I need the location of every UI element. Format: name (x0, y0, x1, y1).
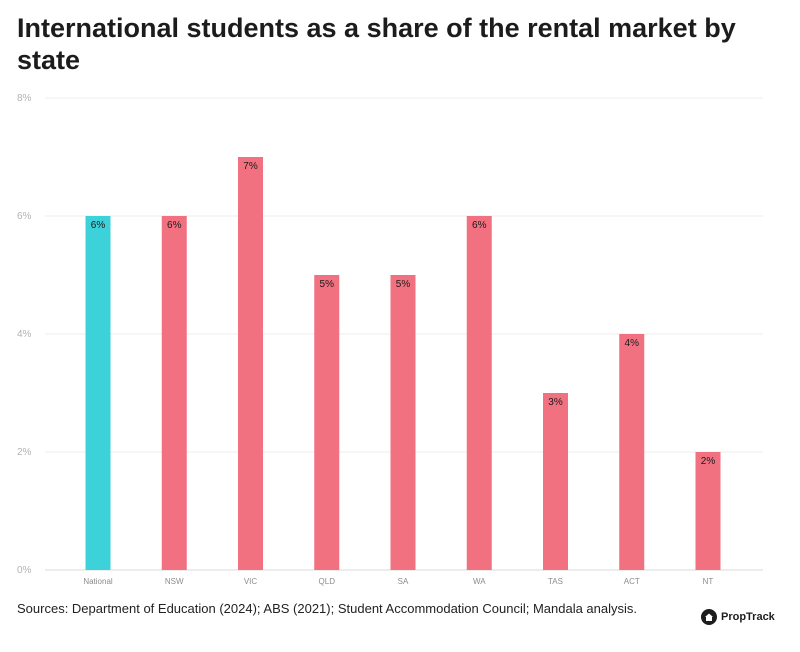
x-tick-label: TAS (548, 577, 563, 586)
bar-nt (695, 452, 721, 570)
x-tick-label: SA (398, 577, 409, 586)
x-tick-label: NSW (165, 577, 184, 586)
data-label: 5% (320, 279, 335, 290)
data-label: 4% (625, 338, 640, 349)
x-tick-label: ACT (624, 577, 640, 586)
x-tick-label: National (83, 577, 113, 586)
bar-wa (466, 216, 492, 570)
y-tick-label: 8% (17, 93, 32, 104)
data-label: 5% (396, 279, 411, 290)
data-label: 6% (167, 220, 182, 231)
data-label: 2% (701, 456, 716, 467)
y-tick-label: 0% (17, 565, 32, 576)
house-icon (701, 609, 717, 625)
source-note: Sources: Department of Education (2024);… (17, 601, 638, 616)
y-tick-label: 4% (17, 329, 32, 340)
bar-sa (390, 275, 416, 570)
chart-title: International students as a share of the… (17, 13, 736, 75)
bar-national (85, 216, 111, 570)
y-axis-ticks: 0% 2% 4% 6% 8% (17, 93, 32, 576)
y-tick-label: 2% (17, 447, 32, 458)
data-label: 6% (472, 220, 487, 231)
data-label: 6% (91, 220, 106, 231)
y-tick-label: 6% (17, 211, 32, 222)
bar-tas (543, 393, 568, 570)
bar-chart: 0% 2% 4% 6% 8% 6% 6% 7% 5% 5% 6% 3% 4% 2% National NS… (17, 93, 763, 586)
data-labels: 6% 6% 7% 5% 5% 6% 3% 4% 2% (91, 161, 716, 467)
data-label: 3% (548, 397, 563, 408)
x-tick-label: QLD (319, 577, 336, 586)
bar-vic (238, 157, 263, 570)
bar-qld (314, 275, 340, 570)
brand-logo: PropTrack (701, 609, 775, 625)
x-tick-label: WA (473, 577, 486, 586)
bars (85, 157, 721, 570)
data-label: 7% (243, 161, 258, 172)
x-tick-label: VIC (244, 577, 258, 586)
brand-name: PropTrack (721, 611, 775, 623)
x-tick-label: NT (703, 577, 714, 586)
bar-act (619, 334, 645, 570)
x-axis-categories: National NSW VIC QLD SA WA TAS ACT NT (83, 577, 713, 586)
bar-nsw (161, 216, 187, 570)
